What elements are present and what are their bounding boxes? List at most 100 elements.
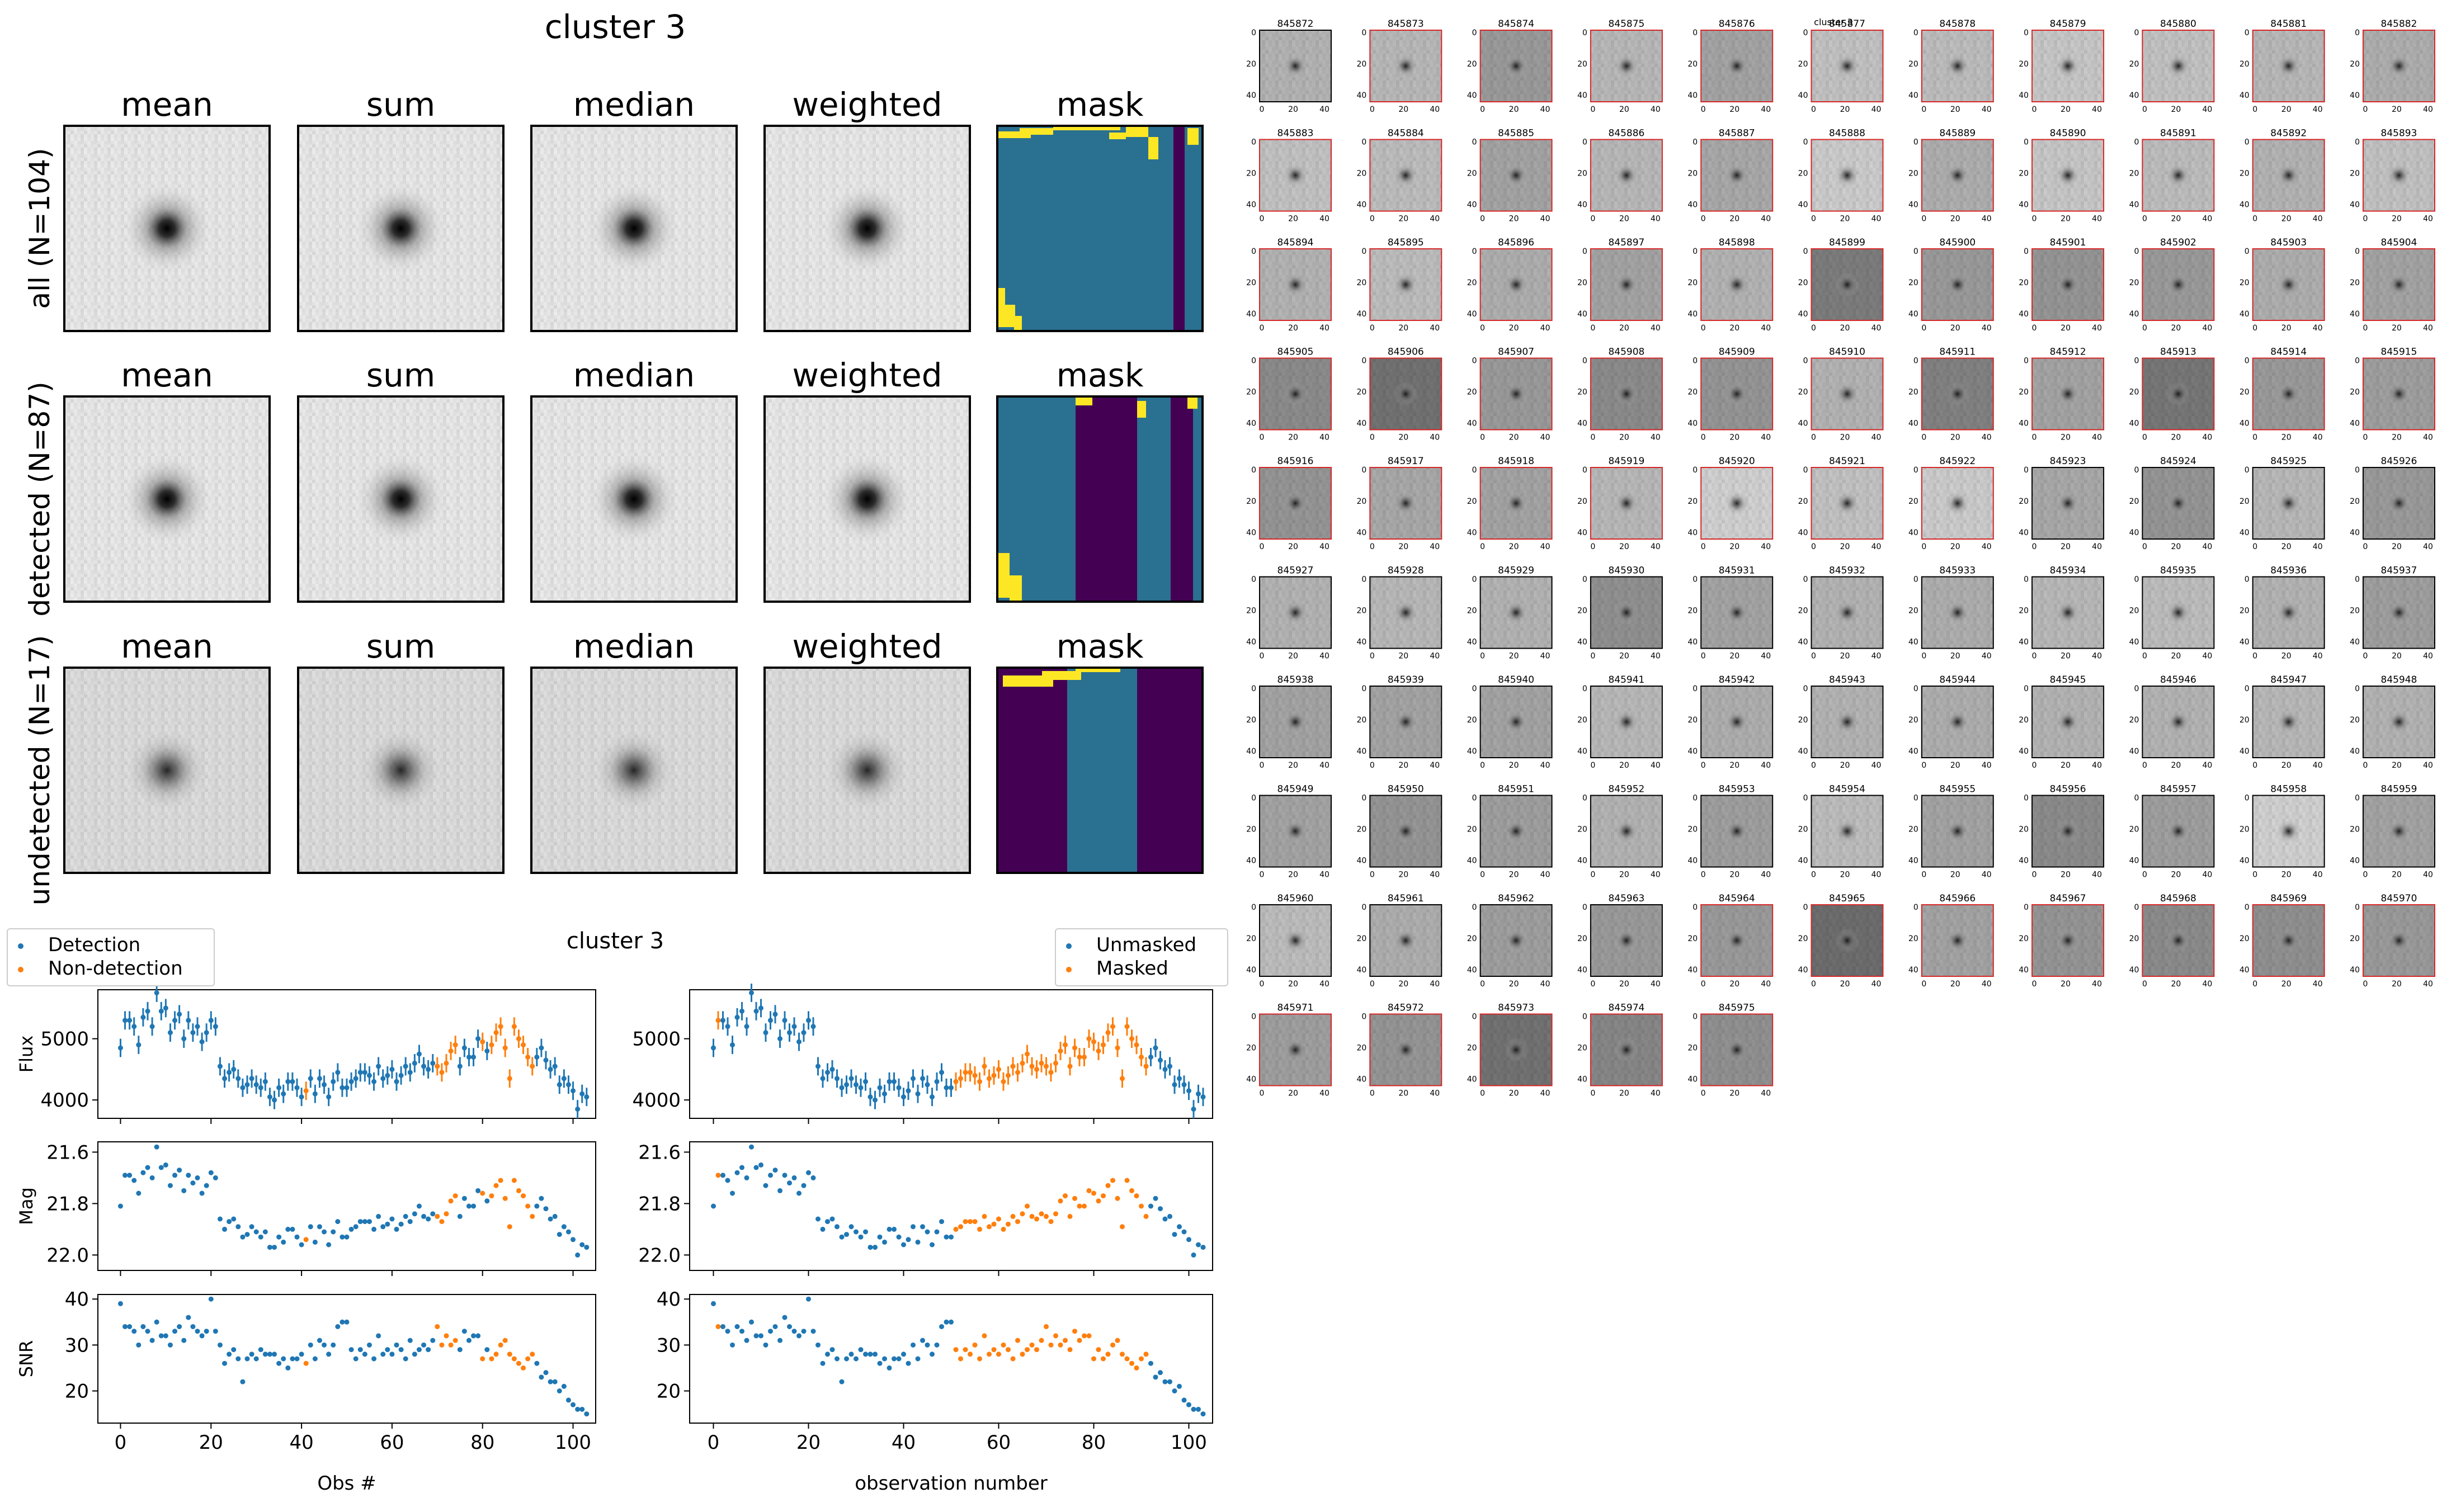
data-point — [579, 1091, 585, 1097]
cutout-frame — [1590, 1013, 1663, 1086]
cutout-title: 845890 — [2050, 128, 2086, 139]
data-point — [131, 1024, 137, 1029]
x-tick-label: 0 — [708, 1431, 720, 1454]
cutout-x-tick: 40 — [2313, 542, 2323, 551]
cutout-title: 845881 — [2270, 18, 2307, 30]
data-point — [854, 1229, 859, 1235]
data-point — [407, 1219, 413, 1225]
cutout-y-tick: 40 — [2240, 528, 2250, 537]
cutout-x-tick: 0 — [1921, 324, 1926, 333]
cutout-x-tick: 0 — [2363, 105, 2368, 114]
data-point — [362, 1070, 367, 1075]
cutout-x-tick: 40 — [2202, 215, 2212, 224]
cutout-y-tick: 40 — [1356, 966, 1366, 975]
cutout-x-tick: 20 — [2171, 105, 2181, 114]
cutout-x-tick: 40 — [2092, 105, 2102, 114]
cutout-title: 845909 — [1719, 347, 1755, 358]
cutout-x-tick: 0 — [1260, 980, 1265, 989]
cutout-y-tick: 0 — [2024, 903, 2029, 912]
cutout-title: 845959 — [2381, 784, 2417, 795]
data-point — [1129, 1036, 1134, 1042]
cutout-title: 845958 — [2270, 784, 2307, 795]
data-point — [511, 1024, 517, 1029]
data-point — [412, 1060, 417, 1066]
y-axis-label-flux: Flux — [16, 1036, 37, 1073]
cutout-x-tick: 40 — [2423, 324, 2433, 333]
cutout-frame — [1811, 467, 1884, 540]
data-point — [1077, 1203, 1082, 1209]
cutout-y-tick: 20 — [1687, 169, 1698, 178]
data-point — [839, 1234, 845, 1240]
data-point — [444, 1060, 449, 1066]
cutout-frame — [1811, 686, 1884, 758]
y-tick-label: 30 — [657, 1334, 681, 1357]
data-point — [117, 1301, 123, 1306]
data-point — [136, 1190, 142, 1196]
cutout-x-tick: 40 — [1430, 761, 1440, 770]
data-point — [863, 1352, 868, 1357]
cutout-y-tick: 20 — [2240, 60, 2250, 69]
data-point — [131, 1178, 137, 1183]
cutout-frame — [1590, 248, 1663, 321]
cutout-y-tick: 20 — [2019, 716, 2029, 725]
cutout-y-tick: 20 — [1467, 607, 1477, 616]
cutout-y-tick: 40 — [1577, 528, 1587, 537]
cutout-frame — [1700, 904, 1774, 977]
cutout-x-tick: 0 — [2363, 871, 2368, 880]
cutout-x-tick: 40 — [1651, 871, 1661, 880]
data-point — [457, 1064, 463, 1069]
cutout-x-tick: 0 — [1370, 433, 1375, 442]
data-point — [1177, 1383, 1182, 1389]
cutout-x-tick: 20 — [1840, 433, 1850, 442]
data-point — [906, 1088, 911, 1094]
data-point — [466, 1338, 472, 1343]
stack-image-frame — [297, 125, 505, 332]
data-point — [457, 1213, 463, 1219]
cutout-title: 845966 — [1939, 893, 1976, 904]
cutout-y-tick: 0 — [1361, 575, 1366, 584]
cutout-x-tick: 20 — [1619, 433, 1629, 442]
data-point — [525, 1203, 531, 1209]
stack-star — [122, 454, 212, 544]
cutout-y-tick: 20 — [1908, 169, 1918, 178]
cutout-x-tick: 40 — [2423, 980, 2433, 989]
data-point — [730, 1190, 735, 1196]
data-point — [901, 1242, 906, 1248]
cutout-frame — [1479, 30, 1553, 102]
cutout-x-tick: 0 — [1921, 871, 1926, 880]
cutout-y-tick: 20 — [2019, 934, 2029, 943]
legend-marker-orange — [18, 966, 23, 972]
cutout-y-tick: 40 — [2240, 201, 2250, 210]
cutout-frame — [1590, 576, 1663, 649]
data-point — [317, 1338, 322, 1343]
data-point — [136, 1042, 142, 1048]
data-point — [312, 1091, 318, 1097]
cutout-star — [1945, 600, 1970, 625]
cutout-frame — [1259, 686, 1332, 758]
cutout-title: 845911 — [1939, 347, 1976, 358]
cutout-y-tick: 40 — [1798, 966, 1808, 975]
data-point — [991, 1221, 997, 1227]
data-point — [1020, 1211, 1025, 1217]
data-point — [117, 1203, 123, 1209]
data-point — [548, 1379, 553, 1385]
cutout-x-tick: 40 — [1982, 652, 1992, 661]
data-point — [868, 1245, 873, 1250]
cutout-x-tick: 0 — [2032, 324, 2037, 333]
cutout-x-tick: 40 — [2202, 871, 2212, 880]
cutout-x-tick: 40 — [1651, 1089, 1661, 1098]
data-point — [435, 1213, 440, 1219]
cutout-x-tick: 0 — [2032, 105, 2037, 114]
data-point — [258, 1085, 263, 1090]
data-point — [484, 1198, 490, 1204]
cutout-frame — [1921, 686, 1994, 758]
data-point — [366, 1342, 372, 1348]
data-point — [217, 1216, 223, 1222]
data-point — [1181, 1229, 1187, 1235]
data-point — [906, 1360, 911, 1366]
data-point — [340, 1234, 345, 1240]
cutout-star — [2166, 163, 2191, 188]
cutout-x-tick: 0 — [2363, 652, 2368, 661]
cutout-x-tick: 20 — [2171, 761, 2181, 770]
cutout-x-tick: 40 — [1319, 980, 1329, 989]
